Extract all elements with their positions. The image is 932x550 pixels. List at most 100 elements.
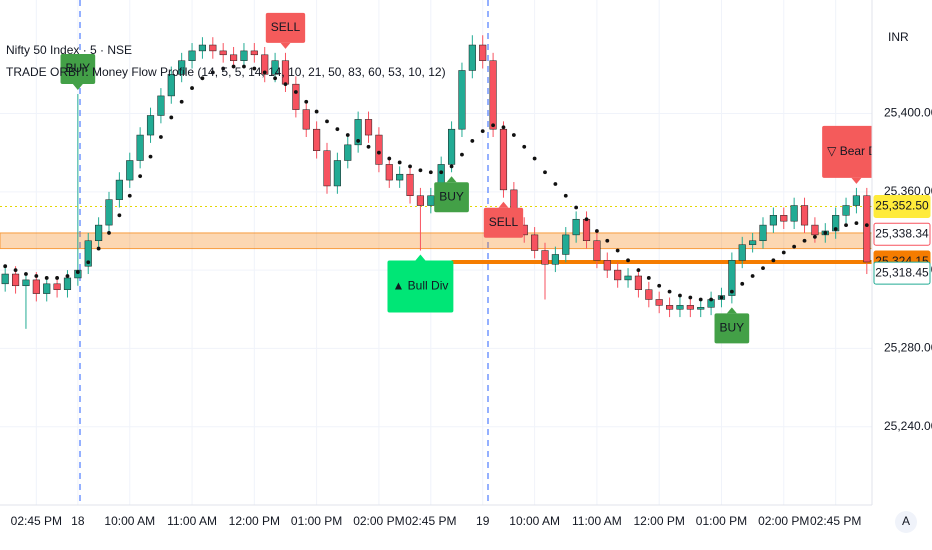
- line-dot: [397, 160, 402, 165]
- line-dot: [252, 66, 257, 71]
- candle-body: [676, 305, 684, 310]
- candle-body: [780, 215, 788, 222]
- line-dot: [242, 64, 246, 69]
- chart-title: Nifty 50 Index · 5 · NSE: [6, 43, 132, 57]
- line-dot: [771, 258, 776, 263]
- line-dot: [13, 268, 18, 273]
- y-tick-label: 25,400.00: [884, 106, 932, 120]
- candle-body: [53, 283, 61, 290]
- candle-body: [375, 134, 383, 165]
- signal-pointer: [851, 177, 862, 184]
- candle-body: [406, 173, 414, 196]
- candle-body: [396, 173, 404, 181]
- line-dot: [3, 264, 8, 269]
- zone: [0, 232, 872, 250]
- candle-body: [852, 195, 861, 206]
- line-dot: [646, 276, 651, 280]
- line-dot: [335, 127, 340, 132]
- candle-body: [209, 44, 217, 52]
- line-dot: [833, 227, 838, 231]
- candle-body: [11, 273, 20, 287]
- line-dot: [159, 135, 163, 139]
- line-dot: [86, 260, 91, 265]
- line-dot: [460, 152, 464, 157]
- candle-body: [800, 205, 809, 226]
- line-dot: [127, 193, 132, 198]
- candle-body: [863, 195, 871, 263]
- line-dot: [553, 182, 558, 186]
- line-dot: [854, 221, 859, 226]
- x-tick-label: 12:00 PM: [634, 514, 685, 528]
- x-tick-label: 01:00 PM: [291, 514, 342, 528]
- line-dot: [210, 70, 215, 75]
- candle-body: [738, 244, 746, 261]
- signal-label: SELL: [271, 20, 301, 34]
- signal-box: [822, 125, 872, 178]
- line-dot: [387, 156, 392, 161]
- line-dot: [480, 129, 485, 134]
- line-dot: [491, 123, 495, 128]
- x-tick-label: 02:45 PM: [11, 514, 62, 528]
- signal-box: [265, 12, 306, 43]
- auto-scale-button[interactable]: [895, 511, 917, 533]
- candle-body: [634, 275, 643, 290]
- candle-body: [416, 195, 425, 206]
- grid: [0, 0, 872, 505]
- line-dot: [501, 125, 506, 130]
- price-label: 25,338.34: [875, 226, 929, 240]
- line-dot: [823, 231, 828, 235]
- line-dot: [293, 90, 298, 94]
- candle-body: [333, 160, 341, 187]
- x-tick-label: 18: [71, 514, 85, 528]
- line-dot: [231, 64, 236, 69]
- line-dot: [636, 268, 641, 273]
- candle-body: [811, 224, 819, 236]
- line-dot: [408, 164, 412, 169]
- line-dot: [148, 154, 153, 159]
- candle-body: [531, 234, 539, 251]
- candle-body: [43, 283, 51, 294]
- signal: ▽ Bear Div: [822, 125, 872, 184]
- candle-body: [261, 54, 269, 75]
- line-dot: [522, 144, 527, 149]
- signal-pointer: [72, 83, 83, 90]
- candle-body: [115, 179, 123, 200]
- candle-body: [229, 54, 238, 61]
- line-dot: [688, 295, 693, 300]
- line-dot: [283, 82, 288, 87]
- signal: SELL: [483, 201, 524, 238]
- candle-body: [198, 44, 207, 52]
- candle-body: [313, 128, 321, 151]
- price-label-box: [873, 195, 931, 219]
- candle-body: [665, 305, 674, 310]
- candle-body: [645, 289, 653, 300]
- auto-scale-label[interactable]: A: [902, 514, 910, 528]
- price-label: 25,352.50: [875, 199, 929, 213]
- signal-pointer: [415, 254, 426, 261]
- candle-body: [105, 199, 113, 226]
- line-dot: [44, 276, 49, 280]
- signal-box: [483, 207, 524, 238]
- line-dot: [792, 244, 797, 249]
- candle-body: [1, 273, 9, 285]
- candle-body: [22, 279, 30, 287]
- candle-body: [157, 95, 165, 116]
- candle-body: [697, 307, 705, 310]
- candle-body: [292, 83, 300, 110]
- candle-body: [624, 275, 632, 281]
- line-dot: [325, 119, 329, 124]
- candle-body: [842, 205, 850, 216]
- line-dot: [657, 283, 662, 288]
- candle-body: [344, 144, 352, 161]
- x-tick-label: 02:45 PM: [810, 514, 861, 528]
- line-dot: [366, 144, 371, 149]
- candle-body: [84, 240, 92, 267]
- candle-body: [95, 224, 103, 242]
- line-dot: [190, 86, 194, 90]
- line-dot: [698, 297, 703, 302]
- x-tick-label: 10:00 AM: [509, 514, 560, 528]
- candle-body: [686, 305, 694, 310]
- line-dot: [179, 99, 184, 104]
- candle-body: [489, 60, 497, 130]
